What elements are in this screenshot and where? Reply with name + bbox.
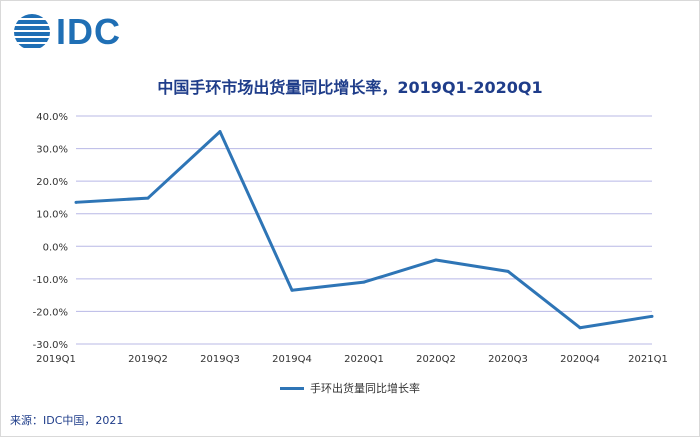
- idc-logo: IDC: [12, 12, 121, 52]
- x-tick-label: 2020Q3: [488, 354, 528, 365]
- globe-icon: [14, 14, 50, 48]
- legend: 手环出货量同比增长率: [0, 380, 700, 396]
- chart-title: 中国手环市场出货量同比增长率，2019Q1-2020Q1: [157, 78, 543, 97]
- logo-text: IDC: [56, 11, 121, 52]
- series-layer: [74, 130, 654, 330]
- y-tick-label: 0.0%: [43, 242, 68, 253]
- data-point: [434, 258, 438, 262]
- grid-lines: [76, 115, 652, 345]
- data-point: [650, 314, 654, 318]
- data-point: [218, 130, 222, 134]
- data-point: [362, 280, 366, 284]
- data-point: [578, 326, 582, 330]
- legend-swatch: [280, 386, 304, 390]
- y-tick-label: 40.0%: [36, 112, 68, 123]
- data-point: [290, 288, 294, 292]
- y-tick-label: 10.0%: [36, 210, 68, 221]
- x-tick-label: 2019Q1: [36, 354, 76, 365]
- y-axis-ticks: 40.0% 30.0% 20.0% 10.0% 0.0% -10.0% -20.0% -30.…: [33, 112, 68, 351]
- y-tick-label: 30.0%: [36, 145, 68, 156]
- x-tick-label: 2020Q1: [344, 354, 384, 365]
- x-tick-label: 2021Q1: [628, 354, 668, 365]
- x-tick-label: 2019Q3: [200, 354, 240, 365]
- x-tick-label: 2019Q4: [272, 354, 312, 365]
- data-point: [146, 196, 150, 200]
- y-tick-label: -20.0%: [33, 307, 68, 318]
- series-line: [75, 130, 653, 330]
- y-tick-label: 20.0%: [36, 177, 68, 188]
- y-tick-label: -30.0%: [33, 340, 68, 351]
- legend-label: 手环出货量同比增长率: [310, 382, 420, 395]
- source-note: 来源：IDC中国，2021: [10, 414, 124, 427]
- x-tick-label: 2020Q4: [560, 354, 600, 365]
- y-tick-label: -10.0%: [33, 275, 68, 286]
- x-tick-label: 2019Q2: [128, 354, 168, 365]
- data-point: [74, 200, 78, 204]
- data-point: [506, 269, 510, 273]
- x-axis-ticks: 2019Q1 2019Q2 2019Q3 2019Q4 2020Q1 2020Q2 2020…: [36, 354, 668, 365]
- x-tick-label: 2020Q2: [416, 354, 456, 365]
